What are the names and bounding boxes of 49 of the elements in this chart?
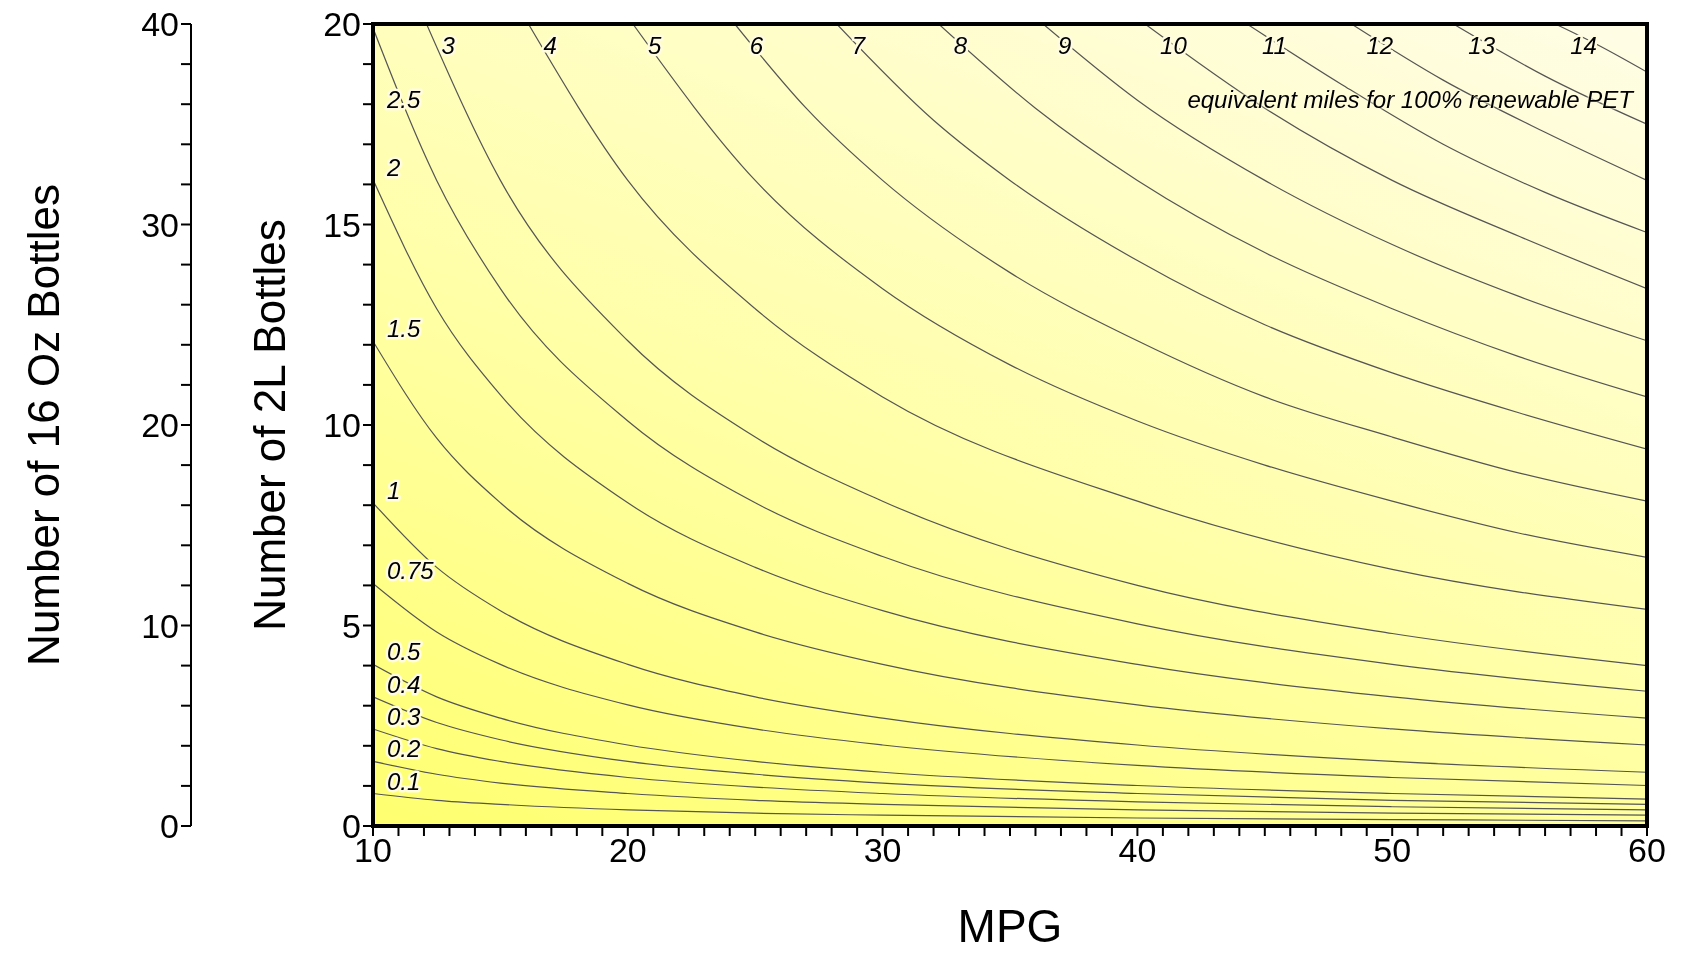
series-label: 4 <box>543 32 557 59</box>
line-series <box>632 24 1647 558</box>
series-label: 6 <box>749 32 764 59</box>
x-tick-label: 50 <box>1373 831 1412 870</box>
x-axis-title: MPG <box>957 900 1063 952</box>
y2-tick-label: 40 <box>141 5 179 44</box>
series-label: 0.4 <box>387 670 421 698</box>
x-tick-label: 30 <box>863 831 902 870</box>
x-tick-label: 40 <box>1118 831 1157 870</box>
line-series <box>938 24 1647 398</box>
y-tick-label: 15 <box>323 205 361 244</box>
line-series <box>527 24 1647 611</box>
line-series <box>373 663 1647 800</box>
y-tick-label: 10 <box>323 406 361 445</box>
y2-tick-label: 20 <box>141 406 179 445</box>
y2-axis-title: Number of 16 Oz Bottles <box>19 184 69 666</box>
series-label: 2 <box>386 153 401 181</box>
series-label: 5 <box>647 32 662 59</box>
series-label: 0.3 <box>387 702 422 730</box>
series-label: 0.5 <box>387 638 422 666</box>
series-label: 3 <box>441 32 456 59</box>
line-series <box>373 792 1647 822</box>
series-label: 14 <box>1570 32 1597 59</box>
line-series <box>734 24 1647 502</box>
series-label: 1 <box>387 476 401 504</box>
series-label: 11 <box>1261 32 1287 59</box>
x-tick-label: 20 <box>608 831 647 870</box>
series-label: 12 <box>1366 32 1394 59</box>
series-label: 1.5 <box>387 315 422 343</box>
series-label: 9 <box>1058 32 1072 59</box>
line-series <box>373 696 1647 805</box>
line-series <box>836 24 1647 450</box>
line-series <box>373 502 1647 773</box>
y2-tick-label: 30 <box>141 205 179 244</box>
x-tick-label: 60 <box>1628 831 1666 870</box>
series-label: 0.2 <box>387 735 421 763</box>
series-label: 0.75 <box>387 557 435 585</box>
y2-tick-label: 10 <box>141 606 179 645</box>
y-axis-title: Number of 2L Bottles <box>245 219 295 631</box>
series-label: 13 <box>1468 32 1496 59</box>
line-series <box>1144 24 1647 290</box>
line-series <box>373 728 1647 811</box>
y-tick-label: 20 <box>323 5 361 44</box>
line-series <box>373 760 1647 816</box>
y-tick-label: 5 <box>342 606 361 645</box>
y2-tick-label: 0 <box>160 807 179 846</box>
series-label: 2.5 <box>386 86 422 114</box>
series-label: 0.1 <box>387 767 421 795</box>
line-series <box>1042 24 1647 342</box>
